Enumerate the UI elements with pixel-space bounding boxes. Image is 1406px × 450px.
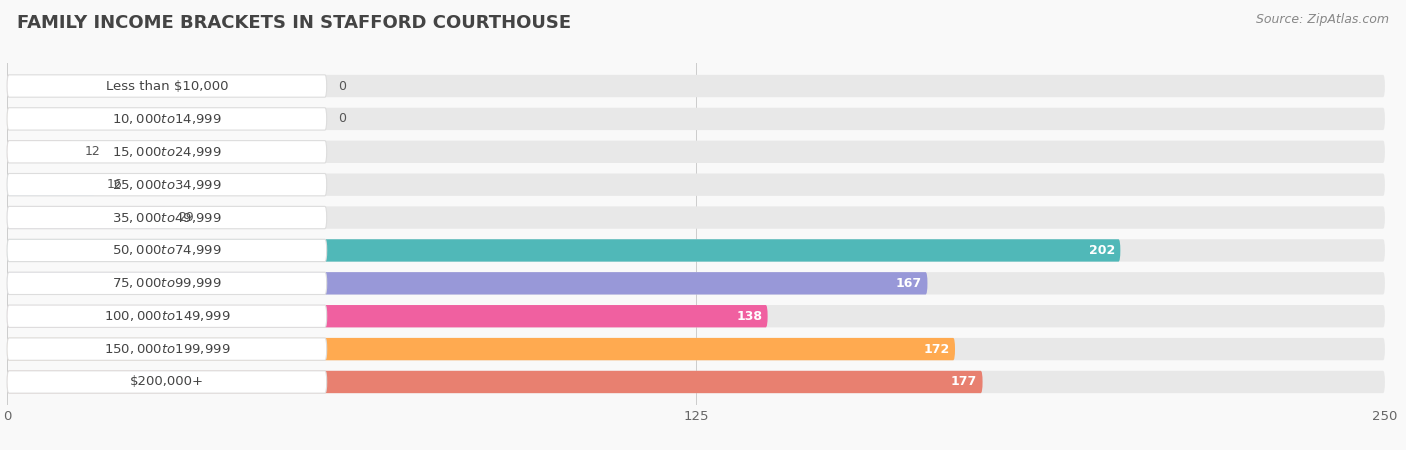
FancyBboxPatch shape — [7, 305, 326, 328]
FancyBboxPatch shape — [7, 338, 1385, 360]
FancyBboxPatch shape — [7, 174, 96, 196]
FancyBboxPatch shape — [7, 239, 326, 261]
Text: Less than $10,000: Less than $10,000 — [105, 80, 228, 93]
FancyBboxPatch shape — [7, 305, 1385, 328]
Text: $100,000 to $149,999: $100,000 to $149,999 — [104, 309, 231, 323]
Text: 0: 0 — [337, 112, 346, 126]
FancyBboxPatch shape — [7, 75, 11, 97]
FancyBboxPatch shape — [7, 371, 326, 393]
FancyBboxPatch shape — [7, 371, 983, 393]
Text: $10,000 to $14,999: $10,000 to $14,999 — [112, 112, 222, 126]
Text: 0: 0 — [337, 80, 346, 93]
FancyBboxPatch shape — [7, 207, 1385, 229]
Text: 177: 177 — [950, 375, 977, 388]
FancyBboxPatch shape — [7, 272, 1385, 294]
FancyBboxPatch shape — [7, 272, 928, 294]
FancyBboxPatch shape — [7, 305, 768, 328]
FancyBboxPatch shape — [7, 140, 326, 163]
Text: 29: 29 — [179, 211, 194, 224]
FancyBboxPatch shape — [7, 239, 1121, 261]
FancyBboxPatch shape — [7, 207, 167, 229]
Text: $200,000+: $200,000+ — [129, 375, 204, 388]
Text: $75,000 to $99,999: $75,000 to $99,999 — [112, 276, 222, 290]
FancyBboxPatch shape — [7, 108, 326, 130]
FancyBboxPatch shape — [7, 272, 326, 294]
FancyBboxPatch shape — [7, 75, 1385, 97]
Text: Source: ZipAtlas.com: Source: ZipAtlas.com — [1256, 14, 1389, 27]
Text: $50,000 to $74,999: $50,000 to $74,999 — [112, 243, 222, 257]
Text: 167: 167 — [896, 277, 922, 290]
FancyBboxPatch shape — [7, 108, 1385, 130]
FancyBboxPatch shape — [7, 174, 326, 196]
Text: 172: 172 — [924, 342, 949, 356]
Text: FAMILY INCOME BRACKETS IN STAFFORD COURTHOUSE: FAMILY INCOME BRACKETS IN STAFFORD COURT… — [17, 14, 571, 32]
FancyBboxPatch shape — [7, 174, 1385, 196]
FancyBboxPatch shape — [7, 140, 73, 163]
Text: $25,000 to $34,999: $25,000 to $34,999 — [112, 178, 222, 192]
FancyBboxPatch shape — [7, 207, 326, 229]
FancyBboxPatch shape — [7, 140, 1385, 163]
FancyBboxPatch shape — [7, 108, 11, 130]
FancyBboxPatch shape — [7, 338, 955, 360]
FancyBboxPatch shape — [7, 338, 326, 360]
Text: 138: 138 — [737, 310, 762, 323]
Text: 16: 16 — [107, 178, 122, 191]
FancyBboxPatch shape — [7, 371, 1385, 393]
Text: $15,000 to $24,999: $15,000 to $24,999 — [112, 145, 222, 159]
FancyBboxPatch shape — [7, 75, 326, 97]
Text: $35,000 to $49,999: $35,000 to $49,999 — [112, 211, 222, 225]
Text: 12: 12 — [84, 145, 100, 158]
FancyBboxPatch shape — [7, 239, 1385, 261]
Text: $150,000 to $199,999: $150,000 to $199,999 — [104, 342, 231, 356]
Text: 202: 202 — [1088, 244, 1115, 257]
